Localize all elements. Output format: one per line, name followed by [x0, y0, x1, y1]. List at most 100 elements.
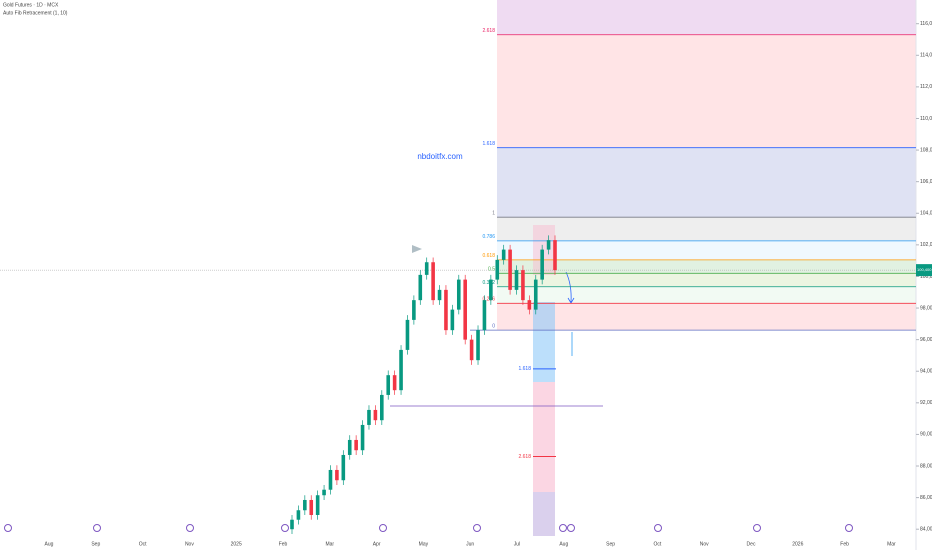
fib-zones — [497, 0, 916, 331]
fib-zone — [497, 286, 916, 304]
candle-body — [553, 240, 557, 271]
candle-body — [392, 375, 397, 391]
candle-body — [431, 262, 435, 301]
x-tick-label: Jun — [466, 541, 474, 547]
candle-body — [367, 409, 371, 425]
y-tick-label: 110,000 — [920, 116, 932, 122]
fib-zone — [497, 34, 916, 148]
x-tick-label: Aug — [559, 541, 568, 547]
candle-body — [495, 259, 500, 280]
fib-level-label: 0.236 — [482, 297, 495, 303]
x-tick-label: 2026 — [792, 541, 803, 547]
candle-body — [489, 279, 493, 301]
y-tick-label: 100,000 — [920, 274, 932, 280]
candle-body — [290, 519, 294, 530]
fib-zone — [497, 273, 916, 287]
x-tick-label: Oct — [139, 541, 147, 547]
fib-level-label: 1.618 — [482, 141, 495, 147]
fib-level-label: 0.382 — [482, 280, 495, 286]
candle-body — [380, 394, 384, 421]
candle-body — [405, 319, 410, 350]
x-tick-label: May — [419, 541, 429, 547]
fib-zone — [497, 240, 916, 260]
fib-zone — [497, 217, 916, 241]
indicator-title: Auto Fib Retracement (1, 10) — [3, 10, 68, 16]
candle-body — [501, 249, 506, 260]
x-tick-label: Nov — [185, 541, 194, 547]
candle-body — [399, 349, 403, 391]
time-band — [533, 225, 555, 275]
y-tick-label: 86,000 — [920, 495, 932, 501]
candle-body — [309, 499, 314, 515]
y-tick-label: 84,000 — [920, 527, 932, 533]
y-tick-label: 106,000 — [920, 179, 932, 185]
candle-body — [463, 279, 467, 340]
x-tick-label: Mar — [325, 541, 334, 547]
fib-level-label: 2.618 — [482, 28, 495, 34]
fib-level-label: 0 — [492, 323, 495, 329]
candle-body — [412, 300, 416, 320]
candle-body — [508, 249, 512, 290]
candle-body — [469, 339, 474, 361]
x-tick-label: Feb — [279, 541, 288, 547]
fib-zone — [497, 259, 916, 274]
candle-body — [514, 270, 519, 290]
x-tick-label: Oct — [654, 541, 662, 547]
time-band — [533, 492, 555, 540]
y-tick-label: 98,000 — [920, 305, 932, 311]
fib-level-label: 1 — [492, 211, 495, 217]
x-tick-label: Dec — [747, 541, 756, 547]
candle-body — [476, 330, 480, 361]
x-tick-label: Sep — [91, 541, 100, 547]
fib-zone — [497, 147, 916, 218]
x-tick-label: Nov — [700, 541, 709, 547]
y-tick-label: 114,000 — [920, 53, 932, 59]
candle-body — [315, 495, 320, 515]
y-tick-label: 108,000 — [920, 147, 932, 153]
candle-body — [296, 510, 301, 520]
symbol-title: Gold Futures · 1D · MCX — [3, 2, 59, 8]
last-price-label: 100,400 — [917, 267, 932, 272]
y-tick-label: 116,000 — [920, 21, 932, 27]
fib-level-label: 0.5 — [488, 267, 495, 273]
candle-body — [527, 300, 532, 310]
x-tick-label: 2025 — [231, 541, 242, 547]
x-tick-label: Jul — [514, 541, 520, 547]
y-tick-label: 96,000 — [920, 337, 932, 343]
x-tick-label: Feb — [840, 541, 849, 547]
extension-level-label: 1.618 — [518, 366, 531, 372]
candle-body — [450, 309, 455, 331]
time-band — [533, 302, 555, 382]
candle-body — [482, 300, 487, 331]
event-icons — [4, 524, 853, 532]
candle-body — [341, 454, 346, 481]
y-tick-label: 92,000 — [920, 400, 932, 406]
candle-body — [424, 262, 429, 275]
arrow-icon — [412, 245, 422, 253]
fib-level-label: 0.618 — [482, 253, 495, 259]
candle-body — [437, 289, 442, 301]
candle-body — [328, 469, 333, 490]
x-tick-label: Sep — [606, 541, 615, 547]
candle-body — [322, 489, 326, 496]
candle-body — [533, 279, 538, 310]
y-tick-label: 90,000 — [920, 432, 932, 438]
candle-body — [418, 274, 423, 301]
fib-zone — [497, 0, 916, 35]
time-band — [533, 382, 555, 492]
candle-body — [373, 409, 378, 421]
candle-body — [546, 240, 551, 250]
candle-body — [540, 249, 544, 280]
fib-zone — [497, 303, 916, 331]
y-tick-label: 104,000 — [920, 211, 932, 217]
candle-body — [303, 499, 307, 511]
y-tick-label: 88,000 — [920, 463, 932, 469]
last-price-tag — [916, 264, 932, 277]
candle-body — [444, 289, 448, 331]
candle-body — [456, 279, 461, 310]
x-tick-label: Aug — [45, 541, 54, 547]
y-tick-label: 94,000 — [920, 369, 932, 375]
candle-body — [386, 375, 391, 395]
